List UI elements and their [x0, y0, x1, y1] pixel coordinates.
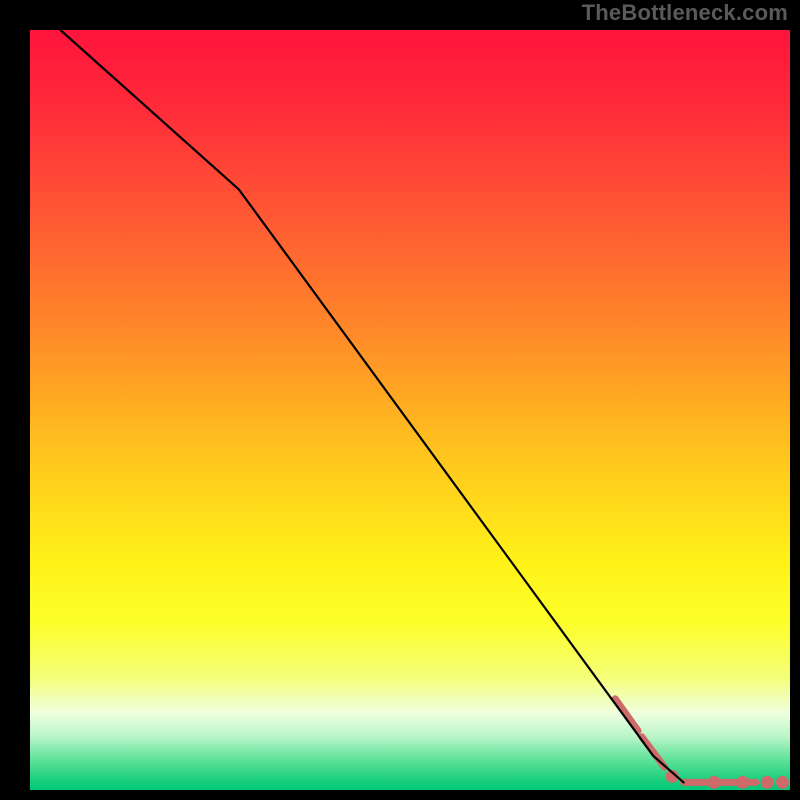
chart-container: TheBottleneck.com — [0, 0, 800, 800]
watermark-text: TheBottleneck.com — [582, 0, 788, 26]
marker-dot — [708, 776, 721, 789]
marker-dot — [761, 776, 774, 789]
gradient-line-chart — [0, 0, 800, 800]
marker-dot — [776, 776, 789, 789]
plot-area-gradient — [30, 30, 790, 790]
marker-dot — [736, 776, 749, 789]
